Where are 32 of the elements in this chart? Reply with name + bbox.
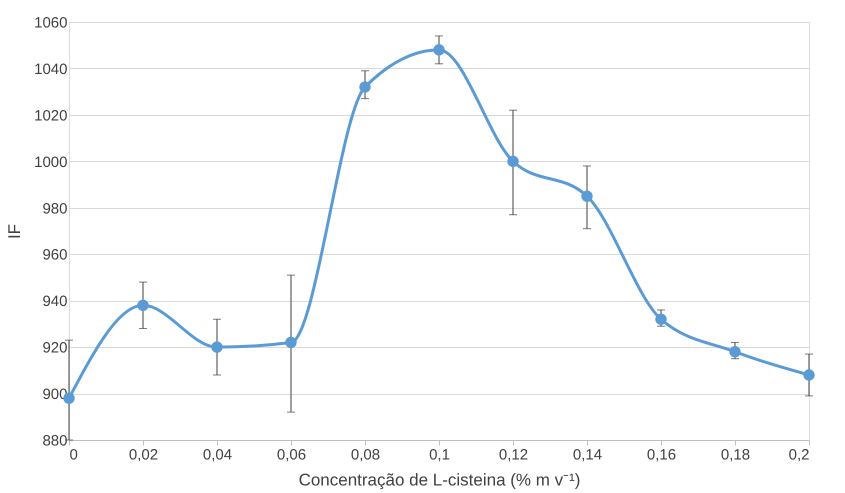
x-tick-label: 0,14 (572, 446, 602, 464)
point (655, 314, 667, 325)
y-tick-label: 1060 (34, 14, 68, 32)
x-tick-label: 0,04 (202, 446, 232, 464)
x-tick-label: 0,06 (276, 446, 306, 464)
x-tick-label: 0,12 (498, 446, 528, 464)
point (507, 156, 519, 168)
point (803, 369, 815, 381)
point (211, 341, 223, 353)
point (285, 336, 297, 348)
y-axis-title: IF (5, 224, 24, 240)
y-tick-label: 960 (42, 246, 68, 264)
point (359, 81, 371, 93)
y-tick-label: 980 (42, 200, 68, 218)
y-tick-label: 880 (42, 432, 68, 450)
y-tick-label: 1000 (34, 154, 68, 171)
x-tick-label: 0,08 (350, 446, 380, 464)
point (433, 44, 445, 56)
x-tick-label: 0,02 (128, 446, 158, 464)
x-tick-label: 0,16 (646, 446, 676, 464)
y-tick-label: 1020 (34, 107, 68, 124)
x-tick-label: 0,1 (429, 446, 450, 464)
y-tick-label: 920 (42, 340, 68, 357)
x-axis-title: Concentração de L-cisteina (% m v⁻¹) (298, 470, 580, 490)
x-tick-label: 0,18 (720, 446, 750, 464)
x-tick-label: 0,2 (788, 446, 810, 464)
point (137, 300, 149, 311)
x-tick-label: 0 (70, 446, 78, 464)
point (729, 346, 741, 358)
y-tick-label: 940 (42, 293, 68, 310)
point (581, 190, 593, 202)
y-tick-label: 1040 (34, 60, 68, 78)
